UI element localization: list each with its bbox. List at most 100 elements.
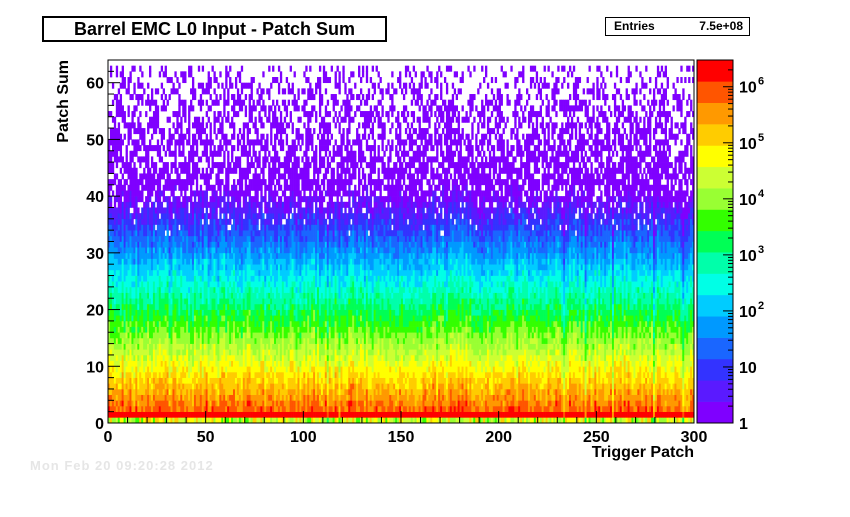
heatmap-cell — [115, 405, 119, 412]
heatmap-cell — [147, 190, 150, 197]
heatmap-cell — [139, 173, 142, 180]
heatmap-cell — [254, 388, 257, 395]
heatmap-cell — [152, 320, 156, 327]
heatmap-cell — [201, 320, 205, 327]
heatmap-cell — [149, 400, 152, 407]
heatmap-cell — [227, 298, 230, 305]
heatmap-cell — [117, 247, 121, 254]
heatmap-cell — [129, 343, 132, 350]
heatmap-cell — [113, 309, 117, 316]
heatmap-cell — [215, 201, 218, 208]
heatmap-cell — [137, 122, 140, 129]
heatmap-cell — [178, 411, 181, 418]
heatmap-cell — [209, 167, 212, 174]
heatmap-cell — [287, 394, 291, 401]
heatmap-cell — [135, 394, 138, 401]
heatmap-cell — [149, 196, 152, 203]
heatmap-cell — [233, 377, 236, 384]
heatmap-cell — [117, 303, 121, 310]
heatmap-cell — [215, 190, 218, 197]
heatmap-cell — [180, 235, 183, 242]
heatmap-cell — [149, 269, 152, 276]
heatmap-cell — [215, 269, 218, 276]
heatmap-cell — [178, 400, 181, 407]
heatmap-cell — [197, 156, 201, 163]
heatmap-cell — [176, 411, 179, 418]
heatmap-cell — [180, 405, 183, 412]
heatmap-cell — [164, 213, 167, 220]
heatmap-cell — [242, 371, 246, 378]
heatmap-cell — [297, 303, 300, 310]
heatmap-cell — [258, 275, 261, 282]
heatmap-cell — [170, 241, 173, 248]
heatmap-cell — [272, 417, 275, 424]
heatmap-cell — [127, 201, 130, 208]
heatmap-cell — [258, 281, 261, 288]
heatmap-cell — [174, 292, 177, 299]
heatmap-cell — [211, 366, 214, 373]
heatmap-cell — [262, 224, 265, 231]
heatmap-cell — [121, 241, 124, 248]
heatmap-cell — [168, 298, 171, 305]
heatmap-cell — [297, 286, 300, 293]
heatmap-cell — [149, 179, 152, 186]
heatmap-cell — [281, 173, 285, 180]
heatmap-cell — [231, 235, 234, 242]
heatmap-cell — [291, 349, 294, 356]
heatmap-cell — [274, 111, 277, 118]
heatmap-cell — [291, 139, 294, 146]
heatmap-cell — [178, 292, 181, 299]
heatmap-cell — [184, 241, 187, 248]
heatmap-cell — [274, 275, 277, 282]
heatmap-cell — [272, 400, 275, 407]
heatmap-cell — [184, 326, 187, 333]
heatmap-cell — [145, 207, 148, 214]
heatmap-cell — [246, 320, 249, 327]
heatmap-cell — [209, 332, 212, 339]
heatmap-cell — [108, 201, 111, 208]
heatmap-cell — [186, 360, 189, 367]
heatmap-cell — [234, 371, 238, 378]
heatmap-cell — [133, 315, 136, 322]
heatmap-cell — [115, 309, 119, 316]
heatmap-cell — [188, 213, 191, 220]
heatmap-cell — [125, 343, 128, 350]
heatmap-cell — [111, 218, 115, 225]
heatmap-cell — [248, 162, 251, 169]
heatmap-cell — [262, 411, 265, 418]
heatmap-cell — [158, 417, 162, 424]
heatmap-cell — [221, 332, 224, 339]
heatmap-cell — [203, 224, 207, 231]
heatmap-cell — [242, 133, 246, 140]
heatmap-cell — [121, 417, 124, 424]
heatmap-cell — [213, 292, 216, 299]
heatmap-cell — [147, 128, 150, 135]
heatmap-cell — [285, 332, 289, 339]
heatmap-cell — [125, 213, 128, 220]
heatmap-cell — [164, 105, 167, 112]
heatmap-cell — [254, 366, 257, 373]
heatmap-cell — [135, 94, 138, 101]
heatmap-cell — [238, 400, 242, 407]
heatmap-cell — [293, 224, 296, 231]
heatmap-cell — [129, 190, 132, 197]
heatmap-cell — [256, 156, 259, 163]
heatmap-cell — [283, 230, 287, 237]
heatmap-cell — [145, 360, 148, 367]
heatmap-cell — [223, 162, 226, 169]
heatmap-cell — [211, 405, 214, 412]
heatmap-cell — [119, 366, 123, 373]
heatmap-cell — [252, 224, 255, 231]
heatmap-cell — [219, 388, 222, 395]
heatmap-cell — [174, 167, 177, 174]
heatmap-cell — [186, 377, 189, 384]
heatmap-cell — [137, 292, 140, 299]
heatmap-cell — [166, 332, 169, 339]
heatmap-cell — [264, 405, 267, 412]
heatmap-cell — [191, 388, 195, 395]
heatmap-cell — [180, 201, 183, 208]
heatmap-cell — [285, 111, 289, 118]
heatmap-cell — [113, 275, 117, 282]
heatmap-cell — [143, 201, 146, 208]
heatmap-cell — [174, 366, 177, 373]
